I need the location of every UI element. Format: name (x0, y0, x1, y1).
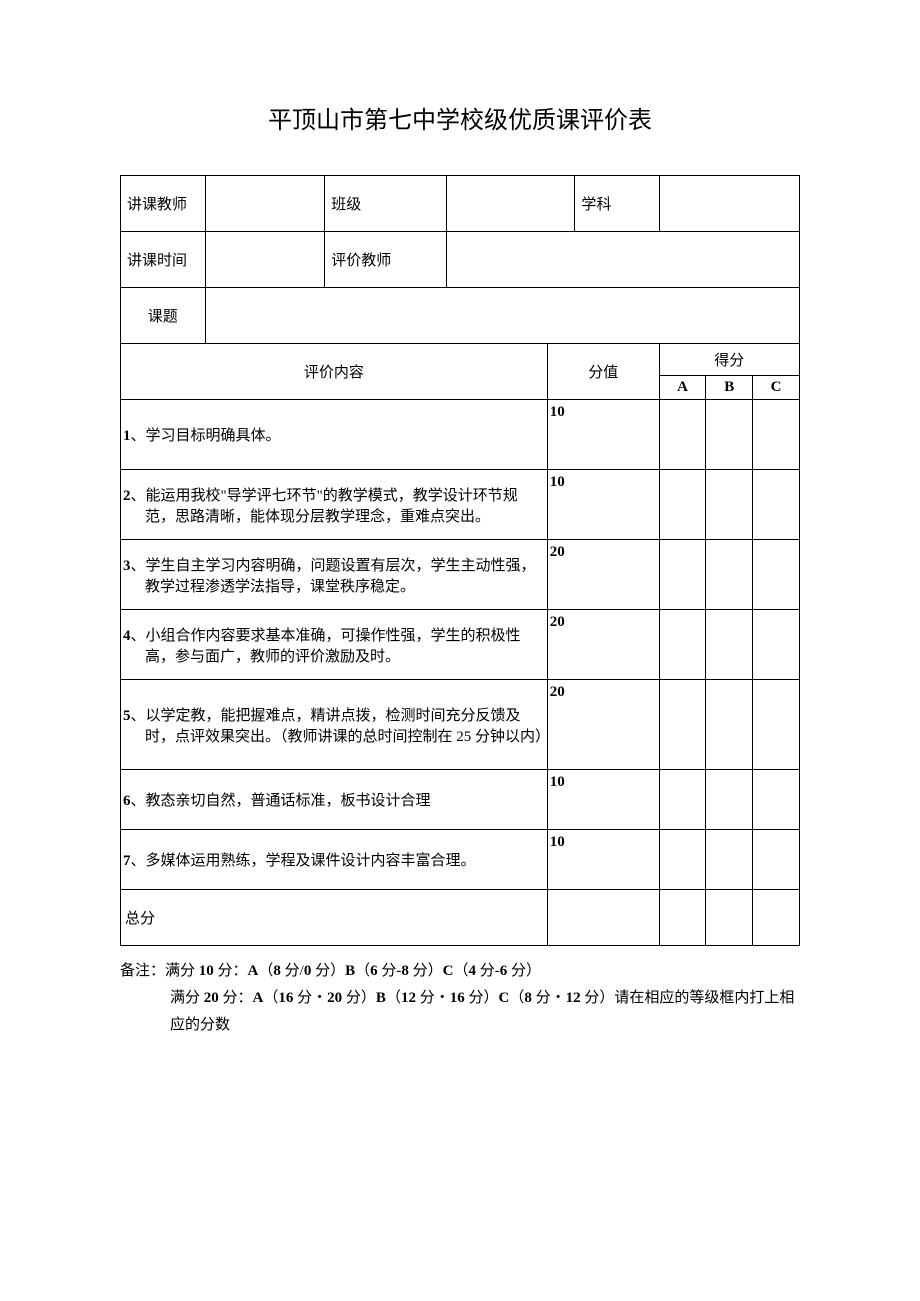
score-b-2 (706, 470, 753, 540)
page-title: 平顶山市第七中学校级优质课评价表 (120, 100, 800, 135)
total-b (706, 890, 753, 946)
topic-label: 课题 (121, 288, 206, 344)
criteria-num: 6 (123, 793, 131, 809)
criteria-row-3: 3、学生自主学习内容明确，问题设置有层次，学生主动性强，教学过程渗透学法指导，课… (121, 540, 800, 610)
total-a (659, 890, 706, 946)
score-b-3 (706, 540, 753, 610)
header-score: 得分 (659, 344, 799, 376)
criteria-num: 3 (123, 558, 131, 574)
score-c-4 (753, 610, 800, 680)
evaluator-value (446, 232, 799, 288)
info-row-1: 讲课教师 班级 学科 (121, 176, 800, 232)
criteria-desc: 、小组合作内容要求基本准确，可操作性强，学生的积极性高，参与面广，教师的评价激励… (131, 628, 521, 665)
evaluator-label: 评价教师 (325, 232, 446, 288)
score-a-1 (659, 400, 706, 470)
criteria-row-2: 2、能运用我校"导学评七环节"的教学模式，教学设计环节规范，思路清晰，能体现分层… (121, 470, 800, 540)
criteria-row-7: 7、多媒体运用熟练，学程及课件设计内容丰富合理。 10 (121, 830, 800, 890)
score-c-5 (753, 680, 800, 770)
criteria-text-1: 1、学习目标明确具体。 (121, 400, 548, 470)
score-c-1 (753, 400, 800, 470)
score-b-7 (706, 830, 753, 890)
score-c-2 (753, 470, 800, 540)
score-c-3 (753, 540, 800, 610)
teacher-value (205, 176, 325, 232)
criteria-num: 4 (123, 628, 131, 644)
criteria-desc: 、学生自主学习内容明确，问题设置有层次，学生主动性强，教学过程渗透学法指导，课堂… (131, 558, 536, 595)
score-a-4 (659, 610, 706, 680)
score-a-3 (659, 540, 706, 610)
criteria-desc: 、学习目标明确具体。 (131, 428, 281, 444)
criteria-text-3: 3、学生自主学习内容明确，问题设置有层次，学生主动性强，教学过程渗透学法指导，课… (121, 540, 548, 610)
criteria-desc: 、以学定教，能把握难点，精讲点拨，检测时间充分反馈及时，点评效果突出。（教师讲课… (131, 708, 551, 745)
criteria-score-3: 20 (547, 540, 659, 610)
topic-row: 课题 (121, 288, 800, 344)
subject-value (659, 176, 799, 232)
evaluation-table: 讲课教师 班级 学科 讲课时间 评价教师 课题 评价内容 分值 得分 A B C… (120, 175, 800, 946)
time-value (205, 232, 325, 288)
score-c-7 (753, 830, 800, 890)
total-value (547, 890, 659, 946)
class-value (446, 176, 575, 232)
notes-line-2: 满分 20 分：A（16 分・20 分）B（12 分・16 分）C（8 分・12… (120, 985, 800, 1039)
criteria-row-6: 6、教态亲切自然，普通话标准，板书设计合理 10 (121, 770, 800, 830)
teacher-label: 讲课教师 (121, 176, 206, 232)
topic-value (205, 288, 799, 344)
criteria-text-2: 2、能运用我校"导学评七环节"的教学模式，教学设计环节规范，思路清晰，能体现分层… (121, 470, 548, 540)
score-b-4 (706, 610, 753, 680)
criteria-desc: 、多媒体运用熟练，学程及课件设计内容丰富合理。 (131, 853, 476, 869)
class-label: 班级 (325, 176, 446, 232)
criteria-text-4: 4、小组合作内容要求基本准确，可操作性强，学生的积极性高，参与面广，教师的评价激… (121, 610, 548, 680)
score-a-5 (659, 680, 706, 770)
total-c (753, 890, 800, 946)
score-c-6 (753, 770, 800, 830)
criteria-score-6: 10 (547, 770, 659, 830)
criteria-num: 1 (123, 428, 131, 444)
criteria-num: 7 (123, 853, 131, 869)
criteria-score-7: 10 (547, 830, 659, 890)
score-a-7 (659, 830, 706, 890)
criteria-num: 5 (123, 708, 131, 724)
criteria-text-7: 7、多媒体运用熟练，学程及课件设计内容丰富合理。 (121, 830, 548, 890)
total-label: 总分 (121, 890, 548, 946)
score-b-1 (706, 400, 753, 470)
header-col-b: B (706, 376, 753, 400)
header-content: 评价内容 (121, 344, 548, 400)
score-b-6 (706, 770, 753, 830)
criteria-score-4: 20 (547, 610, 659, 680)
header-col-a: A (659, 376, 706, 400)
header-row-1: 评价内容 分值 得分 (121, 344, 800, 376)
time-label: 讲课时间 (121, 232, 206, 288)
criteria-score-2: 10 (547, 470, 659, 540)
score-a-2 (659, 470, 706, 540)
criteria-score-1: 10 (547, 400, 659, 470)
criteria-text-5: 5、以学定教，能把握难点，精讲点拨，检测时间充分反馈及时，点评效果突出。（教师讲… (121, 680, 548, 770)
criteria-row-4: 4、小组合作内容要求基本准确，可操作性强，学生的积极性高，参与面广，教师的评价激… (121, 610, 800, 680)
header-col-c: C (753, 376, 800, 400)
notes-line-1: 备注：满分 10 分：A（8 分/0 分）B（6 分-8 分）C（4 分-6 分… (120, 958, 800, 985)
criteria-desc: 、能运用我校"导学评七环节"的教学模式，教学设计环节规范，思路清晰，能体现分层教… (131, 488, 518, 525)
criteria-num: 2 (123, 488, 131, 504)
header-value: 分值 (547, 344, 659, 400)
criteria-row-5: 5、以学定教，能把握难点，精讲点拨，检测时间充分反馈及时，点评效果突出。（教师讲… (121, 680, 800, 770)
total-row: 总分 (121, 890, 800, 946)
subject-label: 学科 (575, 176, 659, 232)
score-b-5 (706, 680, 753, 770)
criteria-desc: 、教态亲切自然，普通话标准，板书设计合理 (131, 793, 431, 809)
score-a-6 (659, 770, 706, 830)
criteria-text-6: 6、教态亲切自然，普通话标准，板书设计合理 (121, 770, 548, 830)
criteria-row-1: 1、学习目标明确具体。 10 (121, 400, 800, 470)
info-row-2: 讲课时间 评价教师 (121, 232, 800, 288)
criteria-score-5: 20 (547, 680, 659, 770)
notes: 备注：满分 10 分：A（8 分/0 分）B（6 分-8 分）C（4 分-6 分… (120, 958, 800, 1039)
